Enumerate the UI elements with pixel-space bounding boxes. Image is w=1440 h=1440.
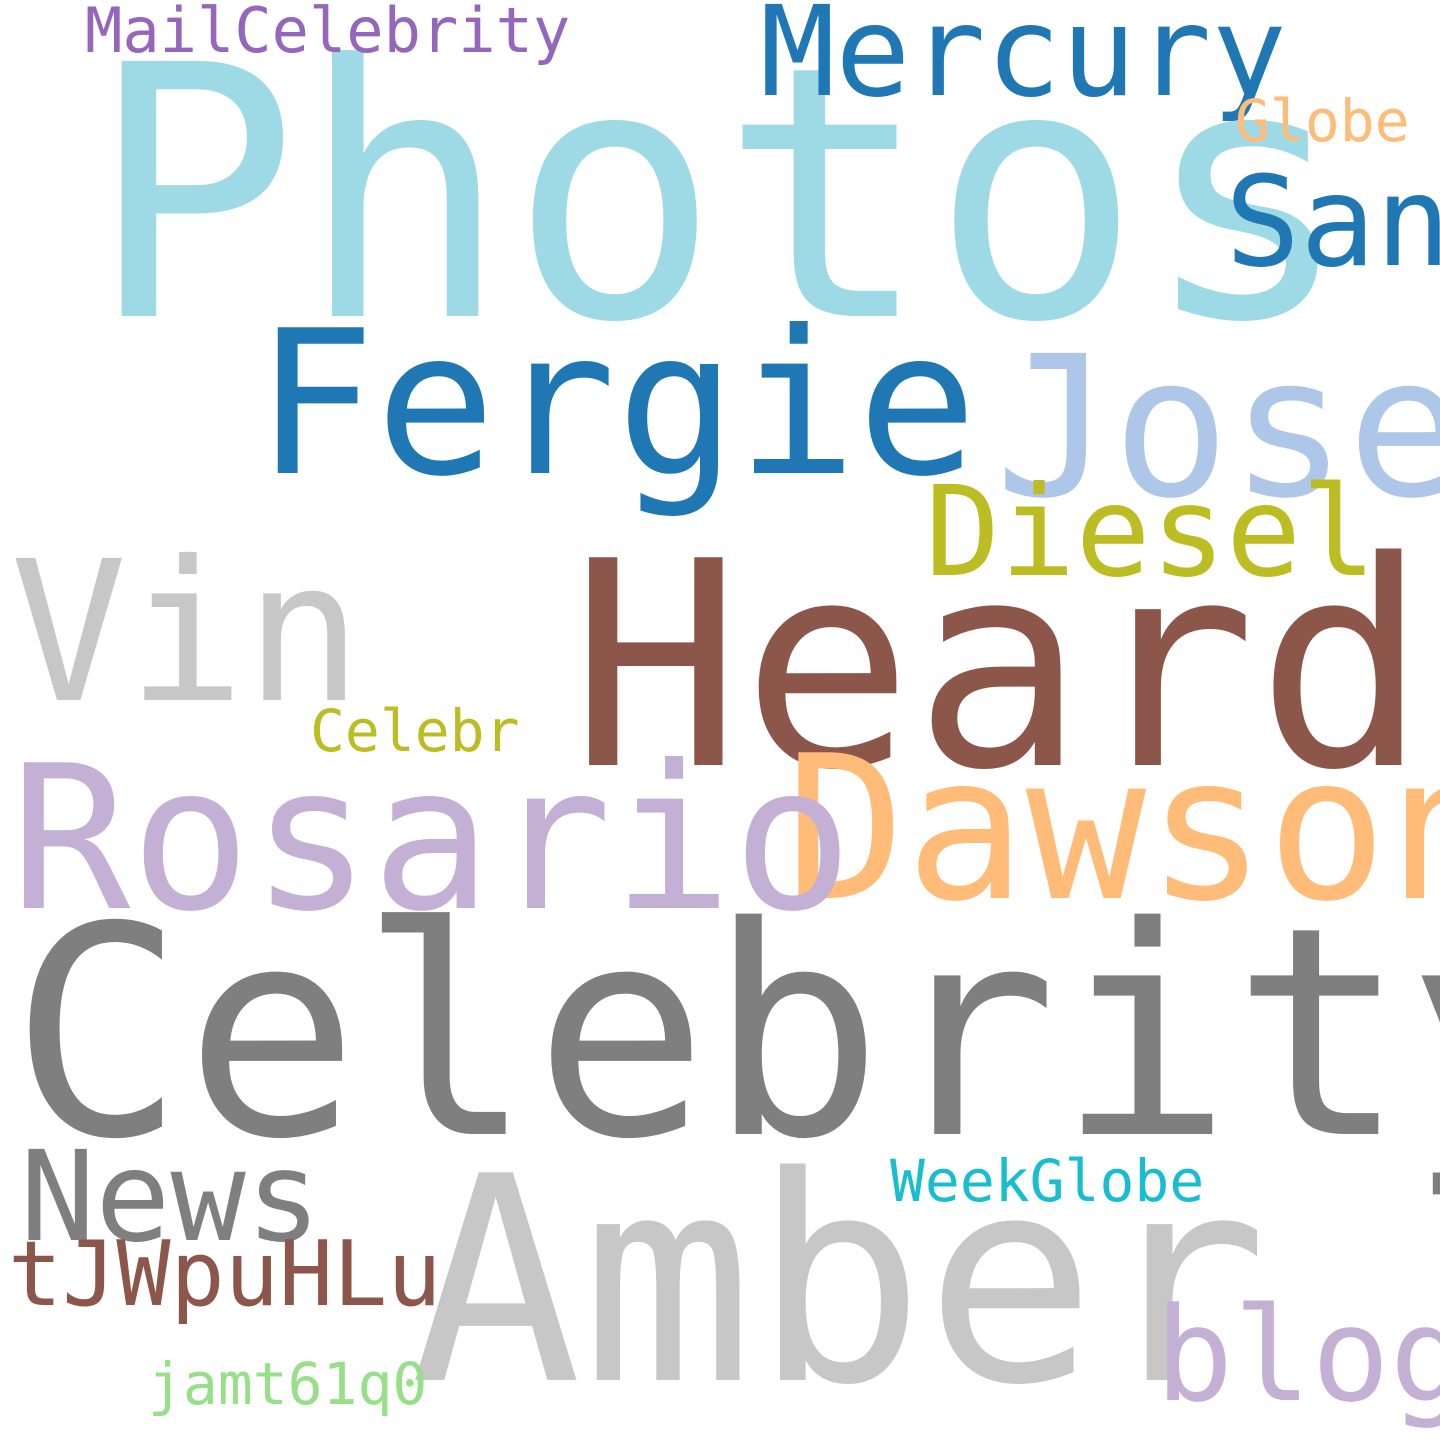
word-tjwpuhlu: tJWpuHLu — [8, 1222, 442, 1327]
word-news: News — [20, 1125, 322, 1270]
word-amber: Amber — [410, 1116, 1268, 1440]
word-celebrity: Celebrity — [10, 866, 1440, 1203]
word-weekglobe: WeekGlobe — [890, 1147, 1205, 1215]
word-vin: Vin — [10, 519, 363, 746]
word-blog: blog — [1155, 1279, 1440, 1431]
word-fergie: Fergie — [255, 288, 978, 521]
word-mailcelebrity: MailCelebrity — [85, 0, 571, 67]
word-rosario: Rosario — [10, 723, 853, 956]
word-jose: Jose — [995, 314, 1440, 541]
word-celebr: Celebr — [310, 697, 520, 765]
word-diesel: Diesel — [925, 460, 1377, 605]
word-heard: Heard — [570, 501, 1428, 833]
word-globe: Globe — [1235, 87, 1410, 155]
word-san: San — [1225, 150, 1440, 295]
word-jamt61q0: jamt61q0 — [148, 1350, 428, 1418]
word-dawson: Dawson — [785, 713, 1440, 946]
word-mercury: Mercury — [760, 0, 1287, 125]
word-photos: Photos — [88, 0, 1353, 399]
